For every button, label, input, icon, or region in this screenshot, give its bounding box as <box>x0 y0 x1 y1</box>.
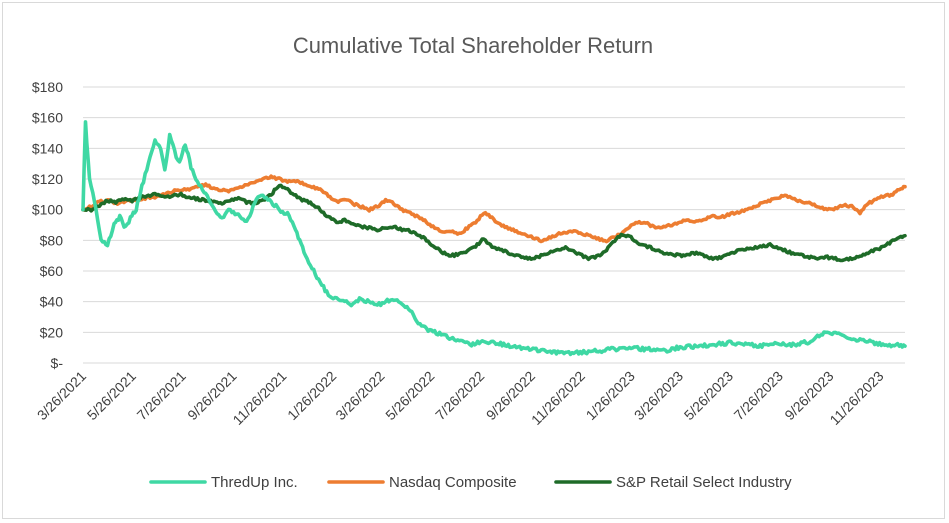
series-lines <box>81 120 907 357</box>
y-tick-label: $100 <box>32 202 63 218</box>
x-tick-label: 11/26/2021 <box>229 368 289 428</box>
y-tick-label: $20 <box>40 324 64 340</box>
series-line-2 <box>81 183 907 263</box>
x-tick-label: 1/26/2023 <box>583 368 639 424</box>
x-tick-label: 7/26/2022 <box>432 368 488 424</box>
series-line-1 <box>81 174 907 244</box>
y-tick-label: $140 <box>32 140 63 156</box>
series-line-0 <box>81 120 907 357</box>
y-axis-ticks: $- $20 $40 $60 $80 $100 $120 $140 $160 $180 <box>32 79 63 371</box>
x-tick-label: 5/26/2022 <box>382 368 438 424</box>
y-tick-label: $80 <box>40 232 64 248</box>
x-tick-label: 3/26/2021 <box>34 368 90 424</box>
legend-label: Nasdaq Composite <box>389 474 517 491</box>
x-tick-label: 1/26/2022 <box>284 368 340 424</box>
chart-title: Cumulative Total Shareholder Return <box>293 33 653 58</box>
y-tick-label: $40 <box>40 294 64 310</box>
x-tick-label: 5/26/2023 <box>681 368 737 424</box>
gridlines <box>83 86 905 364</box>
x-tick-label: 5/26/2021 <box>84 368 140 424</box>
y-tick-label: $160 <box>32 110 63 126</box>
x-tick-label: 7/26/2021 <box>134 368 190 424</box>
x-tick-label: 3/26/2022 <box>332 368 388 424</box>
x-tick-label: 11/26/2022 <box>528 368 588 428</box>
x-tick-label: 11/26/2023 <box>826 368 886 428</box>
y-tick-label: $180 <box>32 79 63 95</box>
x-axis-ticks: 3/26/20215/26/20217/26/20219/26/202111/2… <box>34 368 887 428</box>
legend-label: S&P Retail Select Industry <box>616 474 792 491</box>
legend: ThredUp Inc. Nasdaq Composite S&P Retail S… <box>149 474 792 491</box>
legend-label: ThredUp Inc. <box>211 474 298 491</box>
y-tick-label: $60 <box>40 263 64 279</box>
x-tick-label: 3/26/2023 <box>631 368 687 424</box>
y-tick-label: $120 <box>32 171 63 187</box>
x-tick-label: 7/26/2023 <box>731 368 787 424</box>
y-tick-label: $- <box>51 355 64 371</box>
